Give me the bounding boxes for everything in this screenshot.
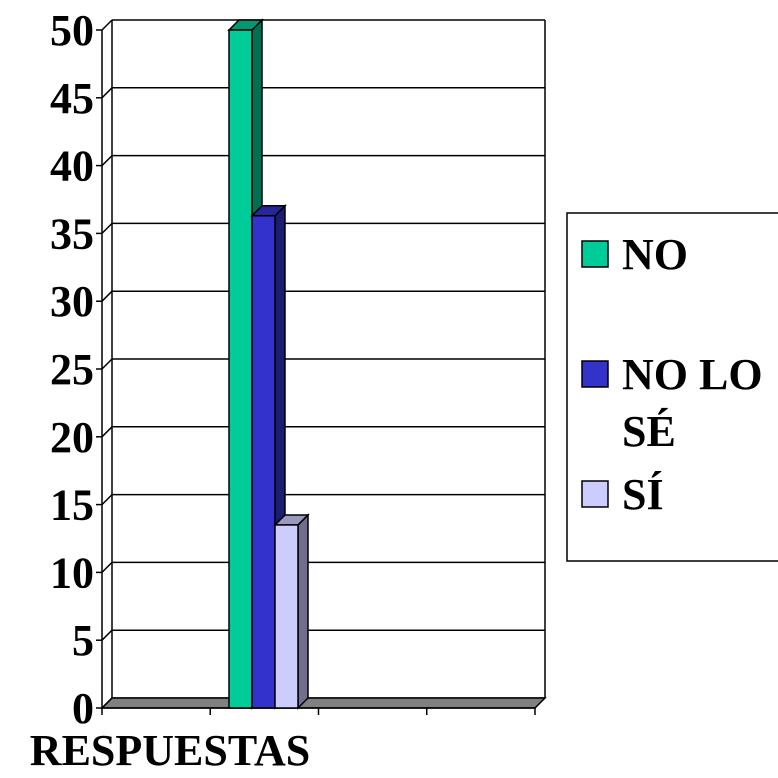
y-tick-depth bbox=[101, 629, 113, 641]
bar-front bbox=[228, 29, 253, 709]
y-tick-depth bbox=[101, 87, 113, 99]
legend-entry-no-lo-s-: NO LO SÉ bbox=[581, 350, 763, 456]
legend-swatch bbox=[581, 240, 609, 268]
y-tick-label: 20 bbox=[50, 413, 94, 462]
legend-swatch bbox=[581, 360, 609, 388]
y-tick-label: 35 bbox=[50, 209, 94, 258]
legend-label: SÉ bbox=[622, 407, 676, 456]
bar-side bbox=[297, 513, 309, 710]
labels: 0 5 10 15 20 25 30 35 40 45 50 RESPUESTAS bbox=[30, 6, 310, 775]
y-tick-depth bbox=[101, 494, 113, 506]
y-tick-depth bbox=[101, 697, 113, 709]
legend-swatch bbox=[581, 480, 609, 508]
y-tick-depth bbox=[101, 155, 113, 167]
y-tick-depth bbox=[101, 222, 113, 234]
y-tick-depth bbox=[101, 19, 113, 31]
y-tick-label: 30 bbox=[50, 277, 94, 326]
y-tick-label: 50 bbox=[50, 6, 94, 55]
y-tick-depth bbox=[101, 358, 113, 370]
y-tick-depth bbox=[101, 290, 113, 302]
bar-front bbox=[251, 215, 276, 709]
legend-entry-s-: SÍ bbox=[581, 470, 664, 519]
legend: NO NO LO SÉ SÍ bbox=[566, 212, 778, 562]
x-category-label: RESPUESTAS bbox=[30, 726, 310, 773]
y-tick-depth bbox=[101, 426, 113, 438]
bar-s- bbox=[273, 513, 310, 710]
legend-entry-no: NO bbox=[581, 230, 688, 279]
y-tick-depth bbox=[101, 561, 113, 573]
legend-label: SÍ bbox=[622, 470, 664, 519]
floor bbox=[100, 697, 547, 709]
y-tick-label: 25 bbox=[50, 345, 94, 394]
axes bbox=[96, 19, 547, 715]
y-tick-label: 40 bbox=[50, 142, 94, 191]
y-tick-label: 15 bbox=[50, 481, 94, 530]
legend-label: NO bbox=[622, 230, 688, 279]
gridlines bbox=[112, 19, 545, 699]
bars bbox=[227, 18, 310, 710]
y-tick-label: 10 bbox=[50, 548, 94, 597]
y-tick-label: 5 bbox=[72, 616, 94, 665]
legend-label: NO LO bbox=[622, 350, 763, 399]
y-tick-label: 45 bbox=[50, 74, 94, 123]
y-tick-label: 0 bbox=[72, 684, 94, 733]
bar-front bbox=[274, 524, 299, 709]
